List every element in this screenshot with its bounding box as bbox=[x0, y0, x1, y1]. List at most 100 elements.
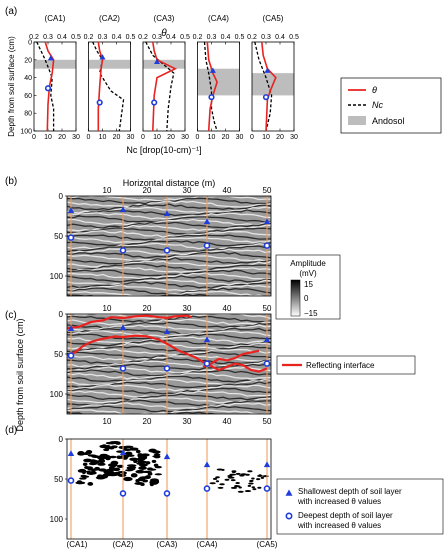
deep-marker bbox=[151, 99, 158, 106]
classified-pixel bbox=[124, 451, 133, 456]
radargram-reflection bbox=[67, 275, 271, 283]
colorbar-tick-label: 0 bbox=[304, 294, 309, 303]
deep-marker bbox=[119, 247, 127, 254]
theta-tick-label: 0.3 bbox=[98, 34, 108, 41]
theta-curve bbox=[97, 41, 104, 131]
gpr-x-tick-label: 30 bbox=[183, 186, 192, 195]
classified-pixel bbox=[230, 486, 238, 489]
classified-pixel bbox=[252, 488, 257, 491]
legend-deep-label-line2: with increased θ values bbox=[297, 521, 381, 530]
classified-pixel bbox=[229, 473, 237, 476]
classified-pixel bbox=[251, 477, 255, 480]
shallow-marker bbox=[163, 210, 171, 217]
gpr-ylabel: Depth from soil surface (cm) bbox=[15, 318, 25, 431]
colorbar-unit: (mV) bbox=[299, 269, 317, 278]
radargram-layer bbox=[67, 439, 271, 539]
theta-tick-label: 0.2 bbox=[29, 34, 39, 41]
legend-nc-label: Nc bbox=[372, 100, 383, 110]
classified-pixel bbox=[138, 463, 148, 467]
classified-pixel bbox=[122, 448, 132, 452]
shallow-marker bbox=[163, 453, 171, 460]
gpr-x-tick-label: 10 bbox=[103, 304, 112, 313]
radargram-reflection bbox=[67, 405, 271, 413]
radargram-reflection bbox=[67, 236, 271, 244]
shallow-marker bbox=[264, 67, 271, 73]
radargram-reflection bbox=[67, 324, 271, 332]
profile-site-label: (CA3) bbox=[154, 14, 175, 23]
shallow-marker bbox=[263, 461, 271, 468]
radargram-reflection bbox=[67, 290, 271, 296]
colorbar-tick-label: 15 bbox=[304, 280, 313, 289]
classified-pixel bbox=[151, 450, 160, 453]
shallow-marker bbox=[203, 461, 211, 468]
theta-tick-label: 0.3 bbox=[207, 34, 217, 41]
nc-tick-label: 20 bbox=[113, 134, 121, 141]
classified-pixel bbox=[84, 466, 89, 469]
deep-marker bbox=[119, 365, 127, 372]
gpr-depth-tick-label: 50 bbox=[54, 350, 63, 359]
classified-pixel bbox=[138, 466, 147, 470]
theta-tick-label: 0.5 bbox=[235, 34, 245, 41]
colorbar-ramp bbox=[290, 279, 301, 317]
radargram-reflection bbox=[67, 384, 271, 392]
deep-marker bbox=[44, 85, 52, 92]
classified-pixel bbox=[134, 481, 145, 485]
deep-marker bbox=[96, 99, 103, 106]
classified-pixel bbox=[123, 476, 133, 482]
classified-pixel bbox=[248, 482, 254, 485]
classified-pixel bbox=[217, 486, 224, 489]
shallow-marker bbox=[203, 336, 211, 343]
radargram-reflection bbox=[67, 372, 271, 380]
classified-pixel bbox=[147, 467, 153, 471]
radargram-reflection bbox=[67, 281, 271, 289]
classified-pixel bbox=[227, 476, 235, 479]
gpr-depth-tick-label: 50 bbox=[54, 475, 63, 484]
classified-pixel bbox=[127, 467, 136, 471]
deep-marker bbox=[203, 360, 211, 367]
classified-pixel bbox=[149, 481, 159, 485]
theta-tick-label: 0.4 bbox=[57, 34, 67, 41]
theta-tick-label: 0.2 bbox=[193, 34, 203, 41]
deep-marker bbox=[203, 242, 211, 249]
radargram-reflection bbox=[67, 284, 271, 292]
classified-pixel bbox=[237, 490, 244, 493]
classified-pixel bbox=[116, 464, 124, 469]
nc-tick-label: 0 bbox=[32, 134, 36, 141]
shallow-marker bbox=[263, 336, 271, 343]
classified-pixel bbox=[107, 471, 115, 474]
legend-andosol-swatch bbox=[348, 116, 366, 125]
classified-pixel bbox=[101, 474, 109, 479]
legend-deep-label: Deepest depth of soil layer bbox=[298, 511, 393, 520]
classified-pixel bbox=[247, 470, 253, 473]
radargram-reflection bbox=[67, 327, 271, 335]
classified-pixel bbox=[256, 478, 261, 481]
classified-pixel bbox=[257, 486, 262, 489]
deep-marker bbox=[262, 94, 270, 101]
deep-marker bbox=[203, 485, 211, 492]
radargram-reflection bbox=[67, 348, 271, 356]
depth-tick-label: 0 bbox=[28, 40, 32, 47]
gpr-site-label: (CA5) bbox=[257, 540, 278, 549]
nc-curve bbox=[92, 41, 125, 132]
classified-pixel bbox=[129, 464, 137, 467]
classified-pixel bbox=[112, 473, 119, 476]
nc-tick-label: 20 bbox=[222, 134, 230, 141]
depth-tick-label: 40 bbox=[24, 75, 32, 82]
classified-pixel bbox=[135, 469, 145, 474]
depth-tick-label: 60 bbox=[24, 93, 32, 100]
theta-tick-label: 0.4 bbox=[221, 34, 231, 41]
gpr-x-tick-label: 40 bbox=[223, 186, 232, 195]
classified-pixel bbox=[82, 462, 88, 466]
gpr-site-label: (CA3) bbox=[157, 540, 178, 549]
depth-tick-label: 100 bbox=[20, 129, 32, 136]
radargram-reflection bbox=[67, 330, 271, 338]
classified-pixel bbox=[262, 475, 269, 478]
classified-pixel bbox=[224, 478, 230, 481]
colorbar-title: Amplitude bbox=[290, 259, 326, 268]
nc-tick-label: 0 bbox=[141, 134, 145, 141]
legend-c-box bbox=[276, 355, 416, 375]
classified-pixel bbox=[238, 486, 242, 489]
deep-marker bbox=[67, 477, 75, 484]
nc-curve bbox=[36, 41, 55, 131]
